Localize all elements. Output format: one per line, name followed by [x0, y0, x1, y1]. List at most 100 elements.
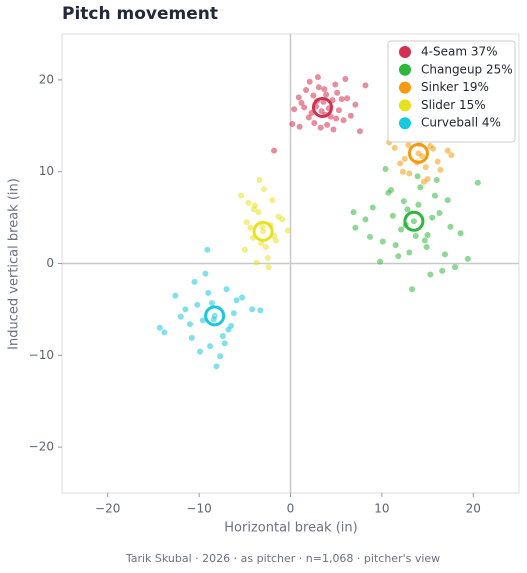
pitch-point — [335, 107, 342, 114]
pitch-point — [419, 153, 426, 160]
pitch-point — [243, 219, 250, 226]
pitch-point — [400, 198, 407, 205]
pitch-point — [233, 297, 240, 304]
pitch-point — [272, 237, 279, 244]
y-axis-label: Induced vertical break (in) — [7, 178, 22, 350]
mean-ring — [252, 220, 274, 242]
pitch-point — [161, 329, 168, 336]
x-tick-label: −20 — [95, 502, 120, 516]
pitch-point — [382, 165, 389, 172]
pitch-point — [204, 246, 211, 253]
pitch-point — [207, 343, 214, 350]
pitch-point — [332, 81, 339, 88]
pitch-point — [238, 192, 245, 199]
pitch-point — [249, 306, 256, 313]
pitch-point — [434, 158, 441, 165]
pitch-point — [448, 152, 455, 159]
legend-label: Sinker 19% — [421, 80, 489, 94]
pitch-point — [230, 310, 237, 317]
pitch-point — [398, 226, 405, 233]
pitch-point — [194, 301, 201, 308]
pitch-point — [444, 197, 451, 204]
pitch-point — [221, 340, 228, 347]
pitch-point — [421, 237, 428, 244]
pitch-point — [219, 333, 226, 340]
pitch-point — [182, 306, 189, 313]
mean-ring — [407, 142, 429, 164]
pitch-point — [295, 94, 302, 101]
pitch-point — [269, 197, 276, 204]
pitch-point — [255, 209, 262, 216]
pitch-point — [210, 316, 217, 323]
mean-ring — [311, 96, 333, 118]
pitch-point — [250, 206, 257, 213]
pitch-point — [415, 201, 422, 208]
pitch-point — [323, 91, 330, 98]
pitch-point — [439, 267, 446, 274]
legend-box — [387, 40, 516, 143]
pitch-point — [406, 249, 413, 256]
pitch-point — [401, 155, 408, 162]
pitch-point — [399, 168, 406, 175]
pitch-point — [253, 259, 260, 266]
y-tick-label: −10 — [29, 348, 54, 362]
pitch-point — [379, 238, 386, 245]
pitch-point — [320, 98, 327, 105]
pitch-point — [188, 334, 195, 341]
pitch-point — [391, 144, 398, 151]
legend-label: Changeup 25% — [421, 62, 513, 76]
pitch-point — [369, 204, 376, 211]
pitch-point — [367, 233, 374, 240]
pitch-point — [389, 212, 396, 219]
pitch-point — [247, 224, 254, 231]
pitch-point — [289, 120, 296, 127]
legend-swatch — [399, 46, 411, 58]
pitch-point — [303, 86, 310, 93]
pitch-point — [429, 214, 436, 221]
pitch-point — [205, 289, 212, 296]
pitch-point — [333, 115, 340, 122]
pitch-point — [186, 321, 193, 328]
pitch-point — [414, 173, 421, 180]
pitch-point — [321, 86, 328, 93]
pitch-point — [191, 278, 198, 285]
pitch-point — [177, 313, 184, 320]
mean-ring — [403, 210, 425, 232]
pitch-point — [259, 223, 266, 230]
pitch-point — [362, 216, 369, 223]
pitch-point — [241, 246, 248, 253]
mean-ring — [204, 305, 226, 327]
legend-label: 4-Seam 37% — [421, 45, 498, 59]
pitch-point — [217, 353, 224, 360]
chart-title: Pitch movement — [62, 4, 218, 24]
y-tick-label: 20 — [39, 72, 54, 86]
pitch-point — [452, 264, 459, 271]
pitch-point — [225, 326, 232, 333]
pitch-point — [410, 218, 417, 225]
pitch-point — [314, 74, 321, 81]
caption: Tarik Skubal · 2026 · as pitcher · n=1,0… — [125, 552, 440, 565]
pitch-point — [330, 126, 337, 133]
pitch-point — [317, 124, 324, 131]
pitch-point — [347, 112, 354, 119]
pitch-point — [352, 101, 359, 108]
pitch-point — [404, 206, 411, 213]
y-tick-label: 0 — [46, 256, 54, 270]
pitch-point — [260, 228, 267, 235]
pitch-point — [296, 123, 303, 130]
legend-swatch — [399, 81, 411, 94]
legend-swatch — [399, 117, 411, 130]
pitch-point — [340, 117, 347, 124]
pitch-point — [412, 232, 419, 239]
pitch-point — [271, 147, 278, 154]
pitch-point — [208, 299, 215, 306]
pitch-point — [301, 104, 308, 111]
pitch-point — [311, 120, 318, 127]
pitch-point — [344, 95, 351, 102]
pitch-point — [315, 84, 322, 91]
pitch-point — [430, 145, 437, 152]
pitch-point — [447, 223, 454, 230]
pitch-point — [156, 324, 163, 331]
pitch-point — [262, 243, 269, 250]
pitch-point — [464, 255, 471, 262]
